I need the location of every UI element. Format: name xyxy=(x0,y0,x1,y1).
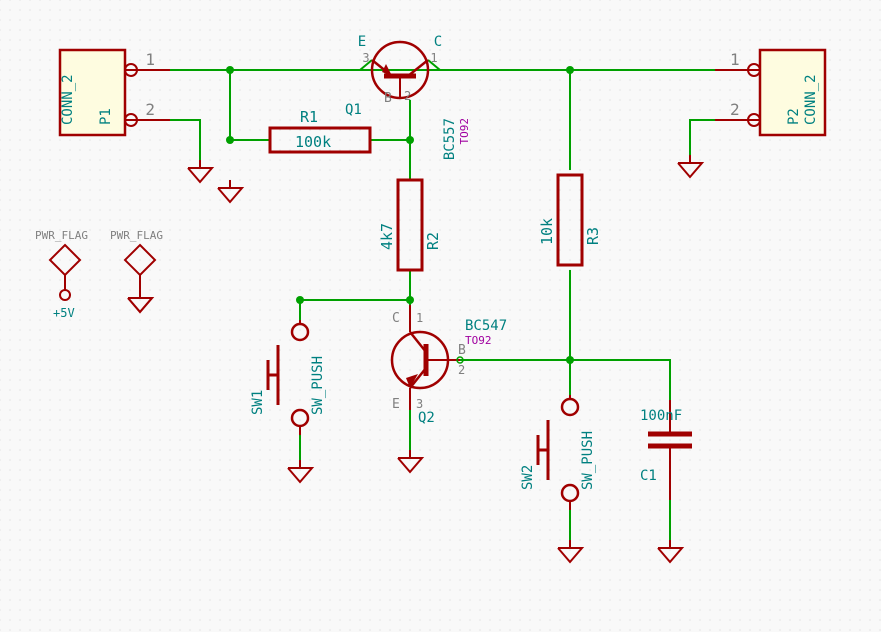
label: Q1 xyxy=(345,102,362,118)
junction xyxy=(296,296,304,304)
gnd-symbol xyxy=(188,160,212,182)
label: SW_PUSH xyxy=(310,356,326,415)
gnd-symbol xyxy=(558,540,582,562)
gnd-symbol xyxy=(128,290,152,312)
pin-num: 1 xyxy=(145,50,155,69)
res-value: 10k xyxy=(538,218,556,245)
label: PWR_FLAG xyxy=(110,229,163,242)
res-value: 4k7 xyxy=(378,223,396,250)
label: E xyxy=(358,34,366,50)
switch-SW1 xyxy=(268,320,308,435)
label: 1 xyxy=(416,311,423,325)
label: 2 xyxy=(404,89,411,103)
label: BC557 xyxy=(442,118,458,160)
label: SW2 xyxy=(520,465,536,490)
power-flag xyxy=(125,245,155,290)
junction xyxy=(226,66,234,74)
res-ref: R2 xyxy=(424,232,442,250)
label: SW_PUSH xyxy=(580,431,596,490)
label: Q2 xyxy=(418,410,435,426)
gnd-symbol xyxy=(658,540,682,562)
label: 2 xyxy=(458,363,465,377)
label: C xyxy=(434,34,442,50)
gnd-symbol xyxy=(398,450,422,472)
label: E xyxy=(392,397,400,412)
label: PWR_FLAG xyxy=(35,229,88,242)
res-ref: R3 xyxy=(584,227,602,245)
conn-type: CONN_2 xyxy=(803,74,819,125)
junction xyxy=(406,136,414,144)
wire xyxy=(690,120,720,155)
schematic-svg: 12CONN_2P112CONN_2P2R1100kR24k7R310kEC31… xyxy=(0,0,881,632)
label: BC547 xyxy=(465,318,507,334)
label: B xyxy=(384,91,392,106)
label: 3 xyxy=(362,51,369,65)
res-value: 100k xyxy=(295,133,331,151)
label: SW1 xyxy=(250,390,266,415)
pin-num: 2 xyxy=(730,100,740,119)
wire xyxy=(170,120,200,160)
junction xyxy=(566,66,574,74)
conn-type: CONN_2 xyxy=(60,74,76,125)
conn-ref: P2 xyxy=(786,108,802,125)
transistor-Q2 xyxy=(392,305,460,410)
label: 1 xyxy=(430,51,437,65)
switch-SW2 xyxy=(538,395,578,510)
junction xyxy=(406,296,414,304)
gnd-symbol xyxy=(218,180,242,202)
wire xyxy=(570,360,670,400)
label: +5V xyxy=(53,306,75,320)
label: TO92 xyxy=(458,118,471,145)
resistor-R2 xyxy=(398,180,422,270)
pin-num: 2 xyxy=(145,100,155,119)
junction xyxy=(566,356,574,364)
gnd-symbol xyxy=(288,460,312,482)
resistor-R3 xyxy=(558,175,582,265)
label: TO92 xyxy=(465,334,492,347)
gnd-symbol xyxy=(678,155,702,177)
power-flag xyxy=(50,245,80,300)
label: 3 xyxy=(416,397,423,411)
label: C1 xyxy=(640,468,657,484)
junction xyxy=(226,136,234,144)
res-ref: R1 xyxy=(300,108,318,126)
label: C xyxy=(392,311,400,326)
pin-num: 1 xyxy=(730,50,740,69)
conn-ref: P1 xyxy=(98,108,114,125)
label: 100nF xyxy=(640,408,682,424)
